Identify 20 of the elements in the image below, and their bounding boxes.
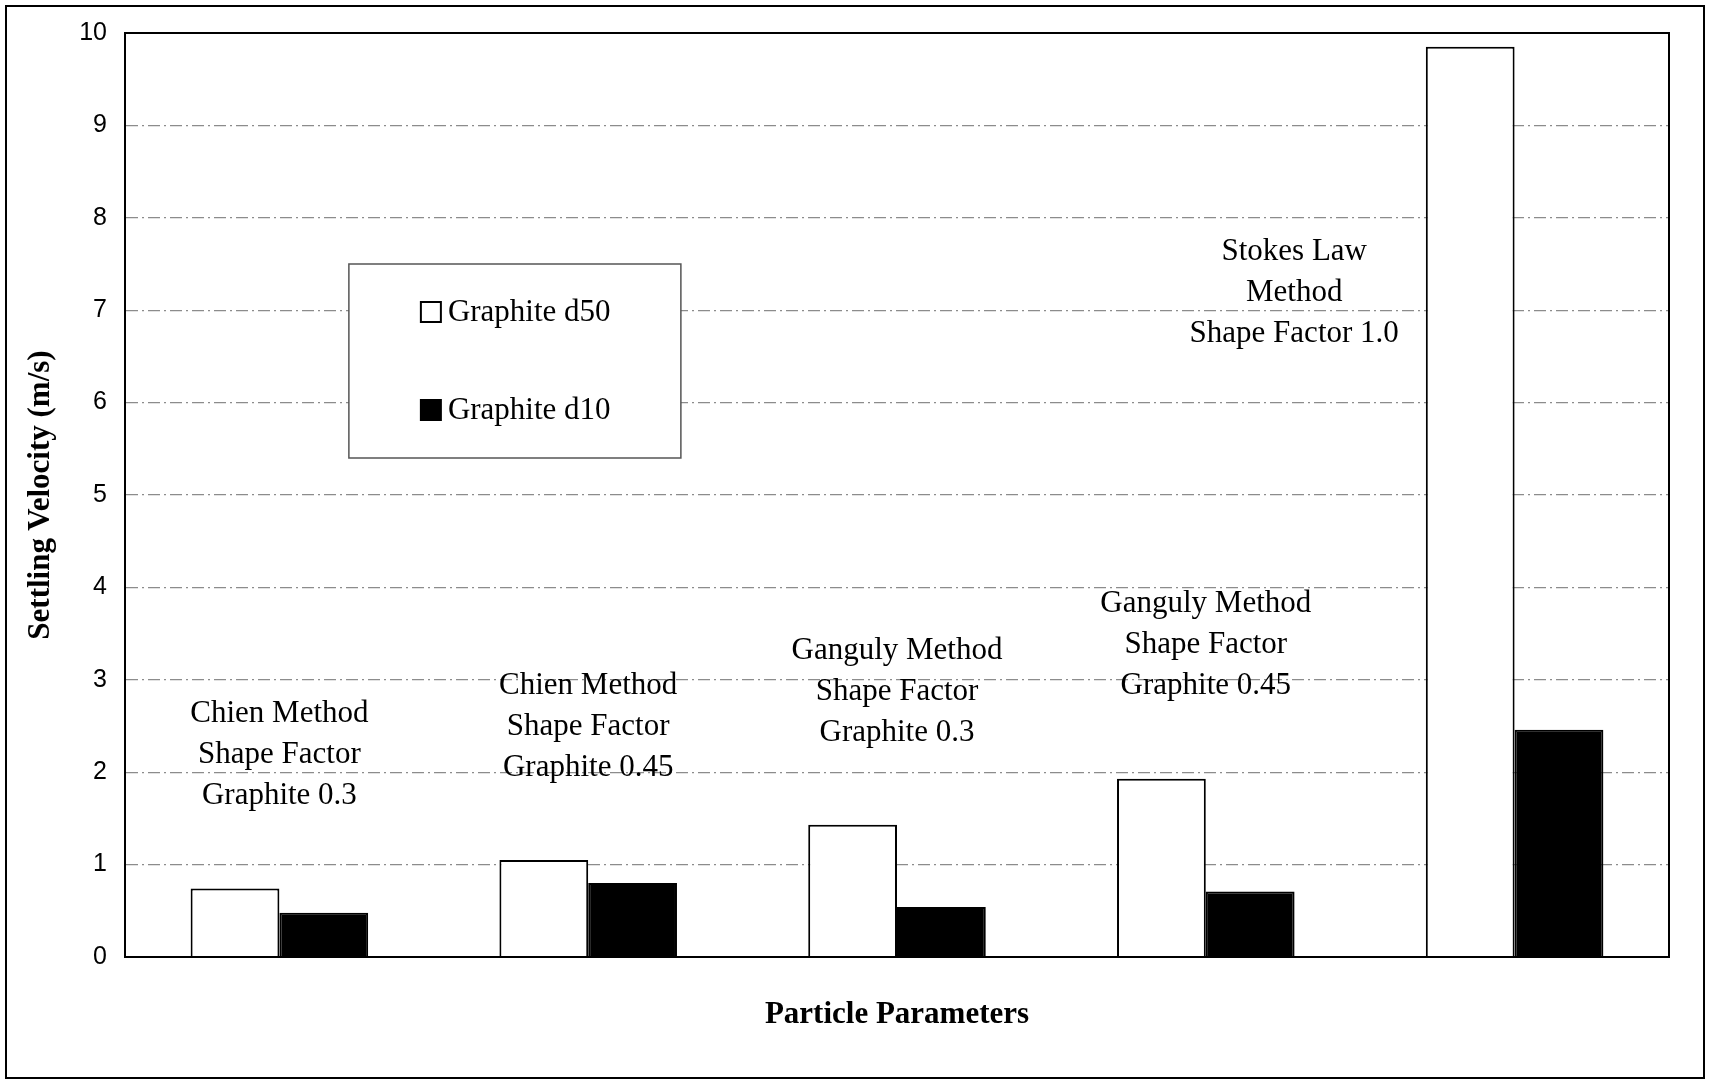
annotation: Chien Method Shape Factor Graphite 0.45 <box>499 665 678 783</box>
y-tick-label: 5 <box>93 478 107 507</box>
y-tick-label: 6 <box>93 386 107 415</box>
annotation: Ganguly Method Shape Factor Graphite 0.3 <box>791 630 1003 748</box>
y-tick-label: 2 <box>93 756 107 785</box>
legend-label: Graphite d10 <box>447 391 611 427</box>
y-tick-label: 10 <box>79 16 107 45</box>
legend-label: Graphite d50 <box>447 293 611 329</box>
annotation: Chien Method Shape Factor Graphite 0.3 <box>190 694 370 812</box>
y-tick-label: 4 <box>93 571 108 600</box>
annotation: Stokes Law Method Shape Factor 1.0 <box>1189 232 1399 350</box>
y-tick-label: 1 <box>93 848 107 877</box>
y-tick-label: 8 <box>93 201 107 230</box>
y-tick-label: 0 <box>93 940 107 969</box>
y-tick-label: 7 <box>93 294 107 323</box>
x-axis-title: Particle Parameters <box>764 995 1030 1031</box>
y-tick-label: 3 <box>93 663 107 692</box>
y-axis-title: Settling Velocity (m/s) <box>20 350 56 640</box>
y-tick-label: 9 <box>93 109 107 138</box>
annotation: Ganguly Method Shape Factor Graphite 0.45 <box>1100 584 1312 702</box>
